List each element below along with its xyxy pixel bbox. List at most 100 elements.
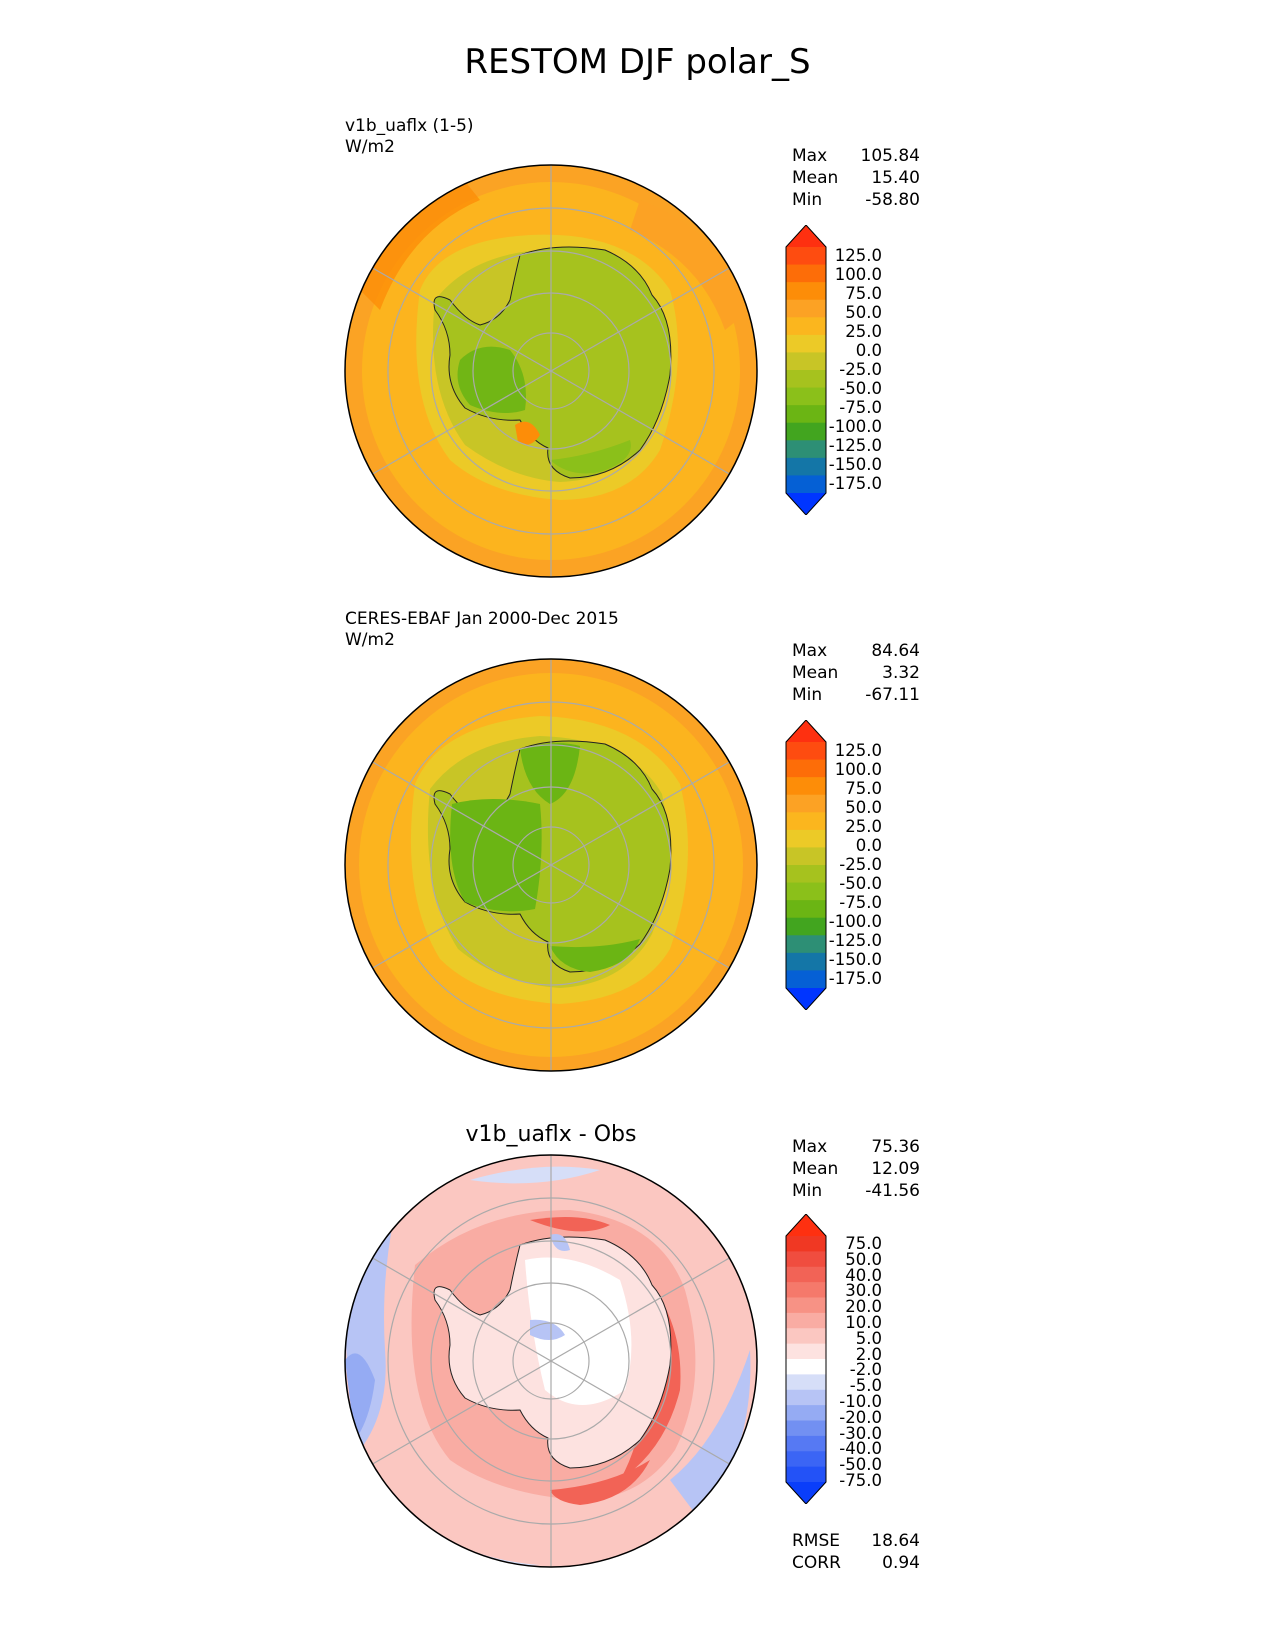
- tick-label: -75.0: [839, 398, 882, 417]
- panel2-units: W/m2: [345, 630, 395, 650]
- tick-label: -5.0: [849, 1376, 882, 1396]
- colorbar-block: [786, 952, 826, 972]
- west-antarctica-low: [457, 346, 526, 414]
- colorbar-extend-high: [786, 720, 826, 742]
- colorbar-block: [786, 422, 826, 441]
- graticule: [372, 1155, 730, 1567]
- colorbar-block: [786, 1435, 826, 1452]
- colorbar-block: [786, 1359, 826, 1375]
- tick-label: -40.0: [839, 1439, 882, 1459]
- colorbar-block: [786, 264, 826, 283]
- tick-label: -25.0: [839, 360, 882, 379]
- stat-max: Max 105.84: [792, 146, 920, 166]
- colorbar-block: [786, 917, 826, 936]
- colorbar-block: [786, 1328, 826, 1345]
- colorbar-block: [786, 457, 826, 477]
- colorbar-block: [786, 1389, 826, 1406]
- map-border: [344, 164, 758, 578]
- colorbar-block: [786, 387, 826, 406]
- colorbar-block: [786, 1405, 826, 1422]
- tick-label: 100.0: [834, 760, 882, 779]
- tick-label: -10.0: [839, 1392, 882, 1411]
- panel2-stats: Max 84.64 Mean 3.32 Min -67.11: [792, 640, 920, 706]
- colorbar-block: [786, 282, 826, 301]
- colorbar-block: [786, 370, 826, 389]
- colorbar-outline: [785, 720, 827, 1010]
- colorbar-block: [786, 1266, 826, 1283]
- colorbar-block: [786, 777, 826, 796]
- tick-label: -150.0: [828, 455, 882, 474]
- strong-positive-south: [550, 1460, 650, 1505]
- stat-max: Max 75.36: [792, 1137, 920, 1157]
- negative-north: [470, 1166, 600, 1184]
- colorbar-block: [786, 1236, 826, 1252]
- tick-label: 50.0: [845, 303, 882, 322]
- colorbar-outline: [785, 225, 827, 515]
- colorbar-block: [786, 1451, 826, 1468]
- hot-spot-west: [350, 175, 480, 310]
- graticule: [372, 659, 730, 1071]
- tick-label: 125.0: [834, 741, 882, 760]
- colorbar-block: [786, 900, 826, 919]
- colorbar-block: [786, 299, 826, 318]
- tick-label: -30.0: [839, 1423, 882, 1443]
- tick-label: -175.0: [828, 474, 882, 493]
- colorbar-block: [786, 1251, 826, 1268]
- colorbar-block: [786, 812, 826, 831]
- panel1-stats: Max 105.84 Mean 15.40 Min -58.80: [792, 145, 920, 211]
- strong-positive-north: [530, 1216, 610, 1232]
- tick-label: -50.0: [839, 874, 882, 893]
- colorbar-block: [786, 1343, 826, 1360]
- colorbar-block: [786, 405, 826, 424]
- graticule: [372, 165, 730, 577]
- tick-label: -20.0: [839, 1407, 882, 1427]
- colorbar-block: [786, 334, 826, 354]
- panel3-metrics: RMSE 18.64 CORR 0.94: [792, 1530, 920, 1574]
- metric-corr: CORR 0.94: [792, 1553, 920, 1573]
- tick-label: -2.0: [849, 1360, 882, 1380]
- coastal-low: [550, 939, 640, 972]
- colorbar-block: [786, 247, 826, 266]
- tick-label: 5.0: [855, 1328, 882, 1348]
- stat-min: Min -41.56: [792, 1181, 920, 1201]
- panel3-colorbar-ticks: 75.0 50.0 40.0 30.0 20.0 10.0 5.0 2.0 -2…: [820, 1235, 882, 1490]
- tick-label: 2.0: [855, 1344, 882, 1364]
- panel2-map: [344, 658, 758, 1072]
- map-border: [344, 1154, 758, 1568]
- colorbar-block: [786, 1420, 826, 1437]
- colorbar-block: [786, 317, 826, 336]
- negative-east: [670, 1350, 751, 1520]
- tick-label: -75.0: [839, 1471, 882, 1490]
- tick-label: 50.0: [845, 1249, 882, 1269]
- warm-band-east: [630, 200, 750, 330]
- colorbar-block: [786, 794, 826, 813]
- colorbar-block: [786, 742, 826, 761]
- tick-label: -50.0: [839, 379, 882, 398]
- panel3-colorbar: [785, 1214, 827, 1504]
- tick-label: 30.0: [845, 1281, 882, 1301]
- colorbar-block: [786, 882, 826, 901]
- tick-label: 10.0: [845, 1313, 882, 1332]
- colorbar-extend-high: [786, 225, 826, 247]
- tick-label: -100.0: [828, 912, 882, 931]
- tick-label: -50.0: [839, 1455, 882, 1475]
- colorbar-block: [786, 440, 826, 459]
- tick-label: -100.0: [828, 417, 882, 436]
- colorbar-block: [786, 829, 826, 849]
- tick-label: 25.0: [845, 322, 882, 341]
- figure-title: RESTOM DJF polar_S: [464, 42, 811, 82]
- ross-sea-warm: [515, 421, 540, 445]
- stat-mean: Mean 15.40: [792, 168, 920, 188]
- map-border: [344, 658, 758, 1072]
- colorbar-block: [786, 1297, 826, 1314]
- colorbar-extend-high: [786, 1214, 826, 1236]
- colorbar-block: [786, 352, 826, 371]
- colorbar-block: [786, 475, 826, 494]
- stat-max: Max 84.64: [792, 641, 920, 661]
- colorbar-block: [786, 1282, 826, 1299]
- tick-label: 125.0: [834, 246, 882, 265]
- colorbar-block: [786, 847, 826, 866]
- tick-label: 25.0: [845, 817, 882, 836]
- colorbar-extend-low: [786, 1482, 826, 1504]
- tick-label: 0.0: [855, 341, 882, 360]
